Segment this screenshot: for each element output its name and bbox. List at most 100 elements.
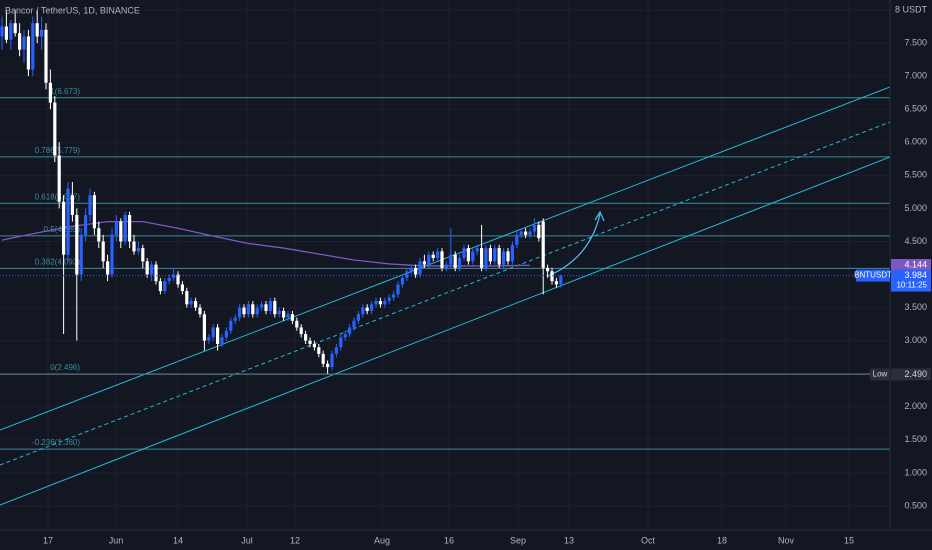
candle-body xyxy=(216,327,220,344)
candle-body xyxy=(422,261,426,265)
candle-body xyxy=(436,251,440,258)
candle-body xyxy=(348,327,352,335)
x-tick-label: 12 xyxy=(290,535,300,545)
candle-body xyxy=(361,307,365,315)
candle-body xyxy=(290,314,294,321)
candle-body xyxy=(541,221,545,268)
candle-body xyxy=(282,310,286,318)
projection-arrow xyxy=(547,213,601,277)
candle-body xyxy=(255,307,259,315)
candle-body xyxy=(0,26,4,37)
candle-body xyxy=(374,300,378,305)
fib-label: -0.236(1.360) xyxy=(32,438,80,447)
candle-body xyxy=(123,215,127,242)
low-text-box xyxy=(870,368,890,381)
channel-lower xyxy=(0,156,891,506)
candle-body xyxy=(26,36,30,70)
candle-body xyxy=(554,281,558,285)
candle-body xyxy=(339,337,343,348)
candle-body xyxy=(317,347,321,354)
y-tick-label: 0.500 xyxy=(904,500,927,510)
candle-body xyxy=(405,271,409,278)
candle-body xyxy=(57,155,61,202)
candle-body xyxy=(493,248,497,262)
candle-body xyxy=(427,254,431,265)
candle-body xyxy=(268,300,272,311)
y-tick-label: 8 USDT xyxy=(895,4,928,14)
low-text: Low xyxy=(873,370,888,379)
candle-body xyxy=(92,195,96,229)
x-tick-label: 15 xyxy=(844,535,854,545)
symbol-label: BNTUSDT xyxy=(854,271,892,280)
y-tick-label: 6.000 xyxy=(904,137,927,147)
candle-body xyxy=(515,234,519,245)
candle-body xyxy=(326,363,330,368)
candle-body xyxy=(418,261,422,275)
candle-body xyxy=(128,215,132,242)
x-tick-label: 13 xyxy=(564,535,574,545)
candle-body xyxy=(202,314,206,341)
candle-body xyxy=(48,82,52,103)
ma-price-label: 4.144 xyxy=(904,259,927,269)
candle-body xyxy=(233,317,237,321)
y-tick-label: 3.000 xyxy=(904,335,927,345)
candle-body xyxy=(141,248,145,262)
candle-body xyxy=(264,304,268,311)
candle-body xyxy=(180,284,184,292)
ma-price-box xyxy=(891,259,931,272)
candle-body xyxy=(84,215,88,235)
x-tick-label: 18 xyxy=(717,535,727,545)
candle-body xyxy=(378,300,382,305)
candle-body xyxy=(484,248,488,268)
candle-body xyxy=(475,248,479,252)
candle-body xyxy=(150,264,154,275)
candle-body xyxy=(189,300,193,305)
candle-body xyxy=(444,264,448,268)
candle-body xyxy=(321,353,325,364)
candle-body xyxy=(277,310,281,315)
y-tick-label: 2.000 xyxy=(904,401,927,411)
candle-body xyxy=(409,267,413,272)
candle-body xyxy=(88,195,92,216)
countdown-label: 10:11:25 xyxy=(896,281,927,290)
candle-body xyxy=(70,195,74,216)
y-tick-label: 4.500 xyxy=(904,236,927,246)
last-price-box xyxy=(891,269,931,292)
x-tick-label: Jun xyxy=(109,535,124,545)
candle-body xyxy=(524,231,528,235)
candle-body xyxy=(35,23,39,37)
candle-body xyxy=(13,23,17,34)
candle-body xyxy=(449,254,453,265)
candle-body xyxy=(471,251,475,262)
candle-body xyxy=(62,201,66,255)
candle-body xyxy=(431,254,435,258)
candle-body xyxy=(194,300,198,308)
candle-body xyxy=(519,231,523,235)
low-price-box xyxy=(891,368,931,381)
candle-body xyxy=(22,36,26,50)
candle-body xyxy=(53,102,57,156)
x-tick-label: 17 xyxy=(43,535,53,545)
candle-body xyxy=(106,261,110,275)
candle-body xyxy=(260,304,264,308)
x-tick-label: 14 xyxy=(173,535,183,545)
candle-body xyxy=(559,275,563,285)
fib-label: 0(2.496) xyxy=(50,363,80,372)
candle-body xyxy=(167,277,171,282)
candle-body xyxy=(207,337,211,341)
candle-body xyxy=(97,228,101,242)
chart-title: Bancor / TetherUS, 1D, BINANCE xyxy=(5,5,140,15)
candle-body xyxy=(480,248,484,268)
candle-body xyxy=(31,23,35,70)
y-tick-label: 5.500 xyxy=(904,170,927,180)
y-tick-label: 1.500 xyxy=(904,434,927,444)
candle-body xyxy=(497,248,501,265)
fib-label: 0.786(5.779) xyxy=(35,146,81,155)
fib-label: 1(6.673) xyxy=(50,87,80,96)
candle-body xyxy=(176,274,180,285)
candle-body xyxy=(392,294,396,298)
y-tick-label: 1.000 xyxy=(904,467,927,477)
candle-body xyxy=(343,334,347,338)
